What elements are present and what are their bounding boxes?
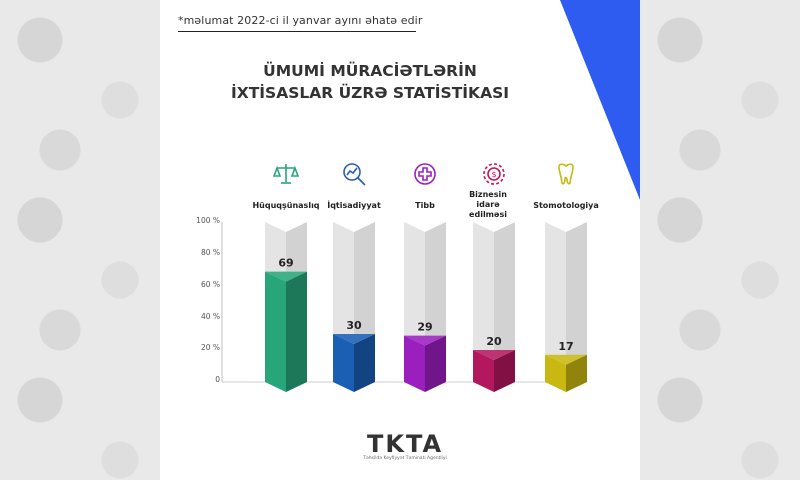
- bar-3-right: [425, 335, 446, 392]
- tkta-logo: TKTA Təhsildə Keyfiyyət Təminatı Agentli…: [350, 430, 460, 461]
- data-label-3: 29: [417, 321, 432, 334]
- infographic-card: *məlumat 2022-ci il yanvar ayını əhatə e…: [160, 0, 640, 480]
- background-pattern-right: [640, 0, 800, 480]
- bar-track-left: [473, 222, 494, 392]
- scales-icon: [273, 164, 299, 184]
- data-label-2: 30: [346, 319, 362, 332]
- category-label-5: Stomotologiya: [533, 201, 599, 210]
- bar-1-top: [265, 271, 307, 282]
- bar-3-top: [404, 335, 446, 346]
- y-tick-label: 60 %: [200, 280, 220, 289]
- y-tick-label: 80 %: [200, 248, 220, 257]
- category-label-2: İqtisadiyyat: [327, 201, 381, 210]
- logo-text: TKTA: [366, 430, 444, 458]
- bar-2-right: [354, 334, 375, 392]
- bar-4-left: [473, 350, 494, 392]
- data-label-5: 17: [558, 340, 573, 353]
- bar-5-left: [545, 354, 566, 392]
- bar-chart: 69 30 29 20 17: [221, 222, 587, 392]
- bar-1-left: [265, 271, 286, 392]
- footnote-underline: [178, 31, 416, 32]
- bar-2-left: [333, 334, 354, 392]
- y-tick-label: 0: [215, 375, 220, 384]
- bar-track-right: [494, 222, 515, 392]
- corner-accent: [560, 0, 640, 200]
- category-label-4: Biznesin idarə edilməsi: [469, 190, 507, 219]
- data-label-1: 69: [278, 257, 293, 270]
- y-tick-label: 100 %: [196, 216, 220, 225]
- y-tick-label: 40 %: [200, 312, 220, 321]
- footnote: *məlumat 2022-ci il yanvar ayını əhatə e…: [178, 14, 423, 27]
- medical-cross-icon: [414, 163, 436, 185]
- category-label-1: Hüquqşünaslıq: [252, 201, 320, 210]
- bar-track-right: [566, 222, 587, 392]
- chart-title-line-1: ÜMUMİ MÜRACİƏTLƏRİN: [263, 62, 477, 80]
- analytics-icon: [343, 163, 366, 186]
- tooth-icon: [558, 163, 574, 185]
- bar-track-left: [545, 222, 566, 392]
- chart-title: ÜMUMİ MÜRACİƏTLƏRİN İXTİSASLAR ÜZRƏ STAT…: [220, 60, 520, 104]
- bar-3-left: [404, 335, 425, 392]
- bar-5-right: [566, 354, 587, 392]
- bar-1-right: [286, 271, 307, 392]
- logo-subtitle: Təhsildə Keyfiyyət Təminatı Agentliyi: [363, 456, 447, 461]
- bar-5-top: [545, 354, 587, 365]
- bar-2-top: [333, 334, 375, 344]
- background-pattern-left: [0, 0, 160, 480]
- y-tick-label: 20 %: [200, 343, 220, 352]
- data-label-4: 20: [486, 335, 502, 348]
- chart-title-line-2: İXTİSASLAR ÜZRƏ STATİSTİKASI: [230, 84, 509, 102]
- category-label-3: Tibb: [415, 201, 435, 210]
- business-gear-icon: $: [483, 163, 505, 185]
- bar-4-right: [494, 350, 515, 392]
- svg-text:$: $: [491, 170, 496, 179]
- bar-4-top: [473, 350, 515, 360]
